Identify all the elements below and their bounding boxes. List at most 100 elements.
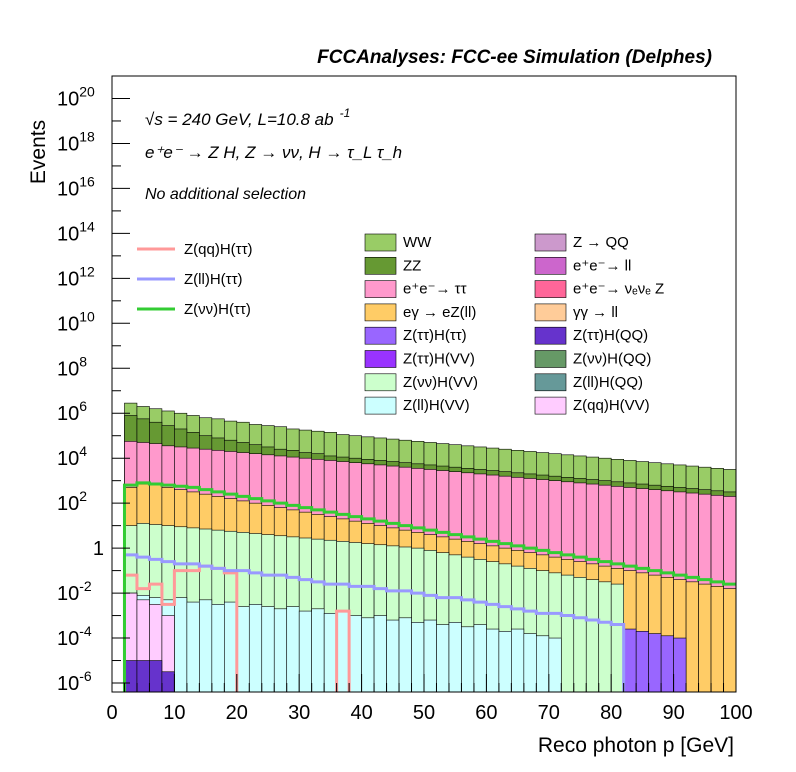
x-tick-label: 10	[163, 702, 185, 724]
legend-fill-swatch	[534, 350, 567, 368]
plot-area: 0 10 20 30 40 50 60 70 80 90 100 10-610-410-211021…	[57, 75, 753, 724]
bar	[124, 660, 138, 692]
selection-annotation: No additional selection	[145, 186, 306, 203]
bar	[585, 579, 600, 692]
bar	[536, 635, 550, 692]
bar	[685, 581, 699, 692]
bar	[573, 577, 587, 692]
y-tick-label: 1012	[57, 263, 95, 290]
legend-fill-label: Z(ττ)H(ττ)	[403, 327, 467, 344]
bar	[199, 599, 213, 692]
bar	[448, 622, 462, 692]
bar	[311, 608, 325, 692]
legend-fill-swatch	[534, 303, 567, 322]
bar	[698, 583, 712, 692]
legend-fill-swatch	[364, 326, 397, 345]
legend-fill-label: Z(ll)H(VV)	[403, 397, 470, 414]
bar	[473, 624, 487, 692]
line-z-h	[122, 481, 736, 692]
bar	[273, 608, 288, 692]
legend-fill-label: Z(qq)H(VV)	[573, 397, 650, 414]
bar	[373, 615, 387, 692]
legend-stack: WW ZZ e⁺e⁻→ ττ eγ → eZ(ll) Z(ττ)H(ττ) Z(ττ)H(…	[364, 233, 664, 415]
y-tick-label: 10-6	[57, 668, 92, 695]
y-tick-label: 1020	[57, 83, 95, 110]
bar	[261, 606, 275, 692]
legend-fill-swatch	[534, 326, 567, 345]
bar	[323, 613, 337, 692]
bar	[348, 615, 362, 692]
header-title: FCCAnalyses: FCC-ee Simulation (Delphes)	[317, 47, 712, 68]
bar	[660, 635, 674, 692]
line-z-ll-h	[122, 553, 626, 692]
legend-fill-swatch	[534, 396, 567, 415]
x-axis: 0 10 20 30 40 50 60 70 80 90 100	[106, 674, 753, 724]
line-z-qq-h	[122, 564, 351, 692]
legend-fill-label: ZZ	[403, 257, 421, 274]
x-tick-label: 20	[226, 702, 248, 724]
legend-fill-label: Z(νν)H(VV)	[403, 374, 478, 391]
bar	[161, 671, 175, 692]
bar	[436, 624, 450, 692]
legend-fill-swatch	[534, 233, 567, 252]
legend-fill-label: e⁺e⁻→ ll	[573, 257, 631, 274]
bar	[623, 628, 637, 692]
bar	[560, 574, 575, 692]
bar	[523, 633, 537, 692]
y-tick-label: 10-2	[57, 578, 92, 605]
legend-fill-swatch	[364, 256, 397, 275]
legend-line-label: Z(ll)H(ττ)	[184, 271, 243, 288]
histogram-lines	[122, 481, 736, 692]
legend-fill-swatch	[364, 303, 397, 322]
bar	[298, 610, 312, 692]
bar	[224, 601, 238, 692]
bar	[336, 610, 350, 692]
bar	[461, 626, 475, 692]
legend-fill-swatch	[534, 256, 567, 275]
y-tick-label: 1018	[57, 128, 95, 155]
x-tick-label: 30	[288, 702, 310, 724]
y-tick-label: 106	[57, 398, 87, 425]
legend-lines: Z(qq)H(ττ) Z(ll)H(ττ) Z(νν)H(ττ)	[137, 241, 253, 318]
bar	[149, 660, 163, 692]
series-z-h-qq	[124, 660, 175, 692]
legend-fill-label: Z(ll)H(QQ)	[573, 374, 643, 391]
x-tick-label: 0	[106, 702, 117, 724]
bar	[673, 637, 687, 692]
bar	[710, 586, 724, 692]
bar	[248, 604, 263, 692]
y-tick-label: 10-4	[57, 623, 92, 650]
legend-fill-swatch	[364, 373, 397, 392]
legend-fill-swatch	[534, 373, 567, 392]
x-tick-label: 90	[662, 702, 684, 724]
bar	[598, 581, 612, 692]
x-tick-label: 100	[719, 702, 752, 724]
process-annotation: e⁺e⁻ → Z H, Z → νν, H → τ_L τ_h	[145, 143, 402, 162]
histogram-layers	[124, 402, 736, 692]
y-tick-label: 1	[93, 538, 104, 560]
y-tick-label: 1016	[57, 173, 95, 200]
legend-fill-label: Z(ττ)H(QQ)	[573, 327, 648, 344]
y-axis-title: Events	[27, 120, 50, 184]
y-tick-label: 1014	[57, 218, 95, 245]
legend-fill-label: WW	[403, 234, 432, 251]
x-tick-label: 50	[413, 702, 435, 724]
legend-fill-label: Z → QQ	[573, 234, 629, 251]
bar	[423, 619, 437, 692]
annotation-block: √s = 240 GeV, L=10.8 ab -1 e⁺e⁻ → Z H, Z …	[145, 106, 402, 203]
bar	[174, 597, 188, 692]
bar	[236, 606, 250, 692]
bar	[635, 630, 649, 692]
y-tick-label: 108	[57, 353, 87, 380]
y-tick-label: 104	[57, 443, 87, 470]
y-tick-label: 102	[57, 488, 87, 515]
legend-fill-label: γγ → ll	[573, 304, 618, 321]
bar	[486, 628, 500, 692]
energy-annotation: √s = 240 GeV, L=10.8 ab -1	[145, 106, 350, 129]
legend-fill-label: e⁺e⁻→ ττ	[403, 281, 467, 298]
legend-fill-label: e⁺e⁻→ νₑνₑ Z	[573, 281, 664, 298]
legend-line-label: Z(νν)H(ττ)	[184, 301, 251, 318]
bar	[511, 628, 525, 692]
bar	[211, 604, 225, 692]
bar	[136, 660, 150, 692]
